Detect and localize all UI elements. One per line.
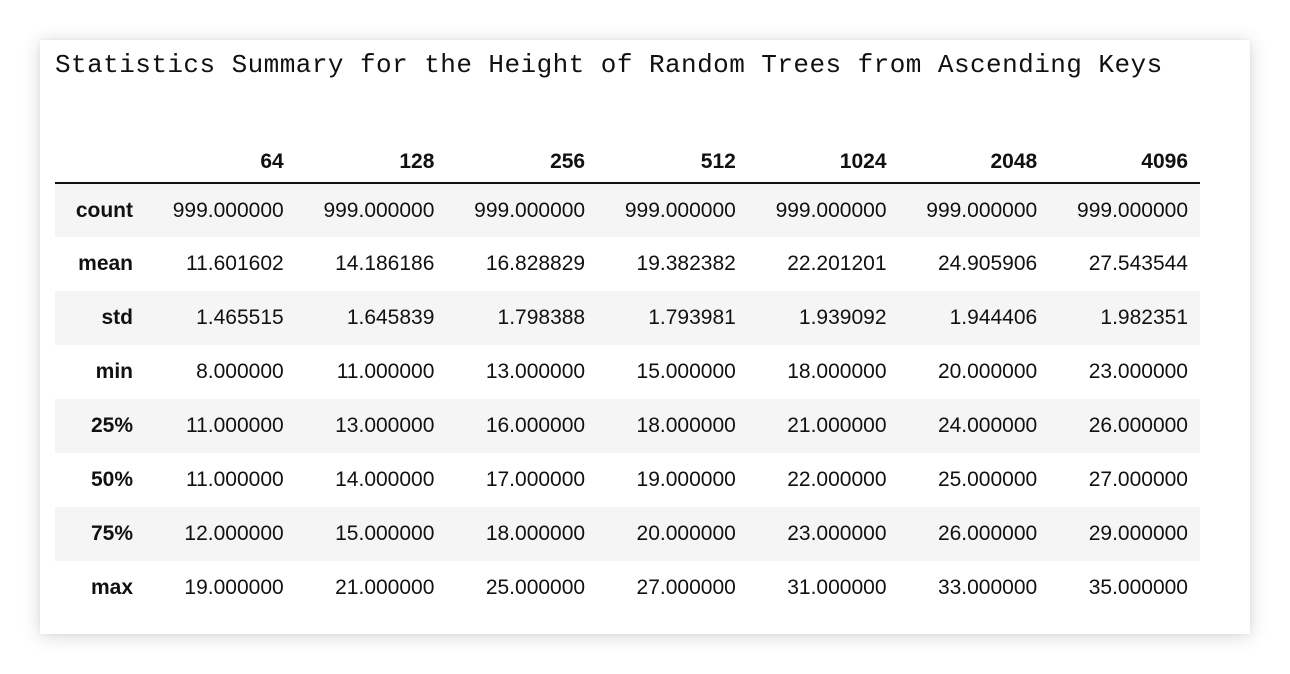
table-row: std 1.465515 1.645839 1.798388 1.793981 … xyxy=(55,291,1200,345)
table-cell: 1.465515 xyxy=(196,306,284,329)
table-cell: 1.798388 xyxy=(497,306,586,329)
table-cell: 24.000000 xyxy=(937,414,1038,437)
row-label: min xyxy=(95,360,133,383)
table-cell: 16.828829 xyxy=(485,252,586,275)
table-cell: 999.000000 xyxy=(926,198,1038,222)
table-cell: 23.000000 xyxy=(1088,360,1188,383)
table-cell: 8.000000 xyxy=(196,360,284,383)
table-cell: 18.000000 xyxy=(636,414,736,437)
column-header: 256 xyxy=(446,143,598,184)
table-cell: 18.000000 xyxy=(485,522,586,545)
table-cell: 22.201201 xyxy=(787,252,887,275)
table-cell: 11.000000 xyxy=(185,414,284,437)
table-row: 25% 11.000000 13.000000 16.000000 18.000… xyxy=(55,399,1200,453)
column-header: 64 xyxy=(145,143,296,184)
table-cell: 22.000000 xyxy=(787,468,887,491)
row-label: count xyxy=(75,198,133,222)
table-cell: 13.000000 xyxy=(335,414,435,437)
table-row: max 19.000000 21.000000 25.000000 27.000… xyxy=(55,561,1200,615)
table-cell: 12.000000 xyxy=(184,522,284,545)
row-label: std xyxy=(101,306,134,329)
column-header: 128 xyxy=(295,143,447,184)
page-title: Statistics Summary for the Height of Ran… xyxy=(55,50,1163,80)
table-cell: 21.000000 xyxy=(335,576,435,599)
table-cell: 26.000000 xyxy=(1088,414,1188,437)
table-cell: 33.000000 xyxy=(937,576,1038,599)
table-cell: 18.000000 xyxy=(787,360,887,383)
table-cell: 21.000000 xyxy=(787,414,887,437)
table-cell: 999.000000 xyxy=(775,198,887,222)
table-cell: 25.000000 xyxy=(485,576,586,599)
table-row: mean 11.601602 14.186186 16.828829 19.38… xyxy=(55,237,1200,291)
table-cell: 14.000000 xyxy=(335,468,435,491)
table-cell: 14.186186 xyxy=(335,252,435,275)
output-card: Statistics Summary for the Height of Ran… xyxy=(40,40,1250,634)
table-cell: 23.000000 xyxy=(787,522,887,545)
table-cell: 31.000000 xyxy=(787,576,887,599)
table-cell: 19.382382 xyxy=(636,252,736,275)
column-header: 4096 xyxy=(1049,143,1200,184)
column-header: 2048 xyxy=(898,143,1050,184)
table-cell: 19.000000 xyxy=(184,576,284,599)
row-label: 50% xyxy=(90,468,133,491)
table-cell: 999.000000 xyxy=(474,198,586,222)
table-cell: 999.000000 xyxy=(624,198,736,222)
table-cell: 1.982351 xyxy=(1100,306,1188,329)
table-cell: 999.000000 xyxy=(172,198,284,222)
table-cell: 999.000000 xyxy=(1077,198,1188,222)
row-label: mean xyxy=(78,252,133,275)
table-cell: 1.944406 xyxy=(949,306,1038,329)
table-cell: 25.000000 xyxy=(937,468,1038,491)
table-row: count 999.000000 999.000000 999.000000 9… xyxy=(55,183,1200,237)
table-cell: 35.000000 xyxy=(1088,576,1188,599)
statistics-table: 64 128 256 512 1024 2048 4096 count 999.… xyxy=(55,143,1200,615)
table-body: count 999.000000 999.000000 999.000000 9… xyxy=(55,183,1200,615)
table-cell: 20.000000 xyxy=(937,360,1038,383)
column-header: 512 xyxy=(597,143,748,184)
table-cell: 26.000000 xyxy=(937,522,1038,545)
table-cell: 15.000000 xyxy=(335,522,435,545)
table-cell: 16.000000 xyxy=(485,414,586,437)
header-row: 64 128 256 512 1024 2048 4096 xyxy=(55,143,1200,184)
table-row: 75% 12.000000 15.000000 18.000000 20.000… xyxy=(55,507,1200,561)
row-label: 75% xyxy=(90,522,133,545)
table-cell: 13.000000 xyxy=(485,360,586,383)
index-header xyxy=(55,143,145,184)
table-cell: 29.000000 xyxy=(1088,522,1188,545)
table-cell: 11.000000 xyxy=(185,468,284,491)
table-cell: 15.000000 xyxy=(636,360,736,383)
table-header: 64 128 256 512 1024 2048 4096 xyxy=(55,143,1200,184)
table-cell: 27.543544 xyxy=(1088,252,1188,275)
table-cell: 999.000000 xyxy=(323,198,435,222)
table-cell: 1.939092 xyxy=(798,306,887,329)
table-cell: 11.000000 xyxy=(336,360,435,383)
table-cell: 20.000000 xyxy=(636,522,736,545)
table-cell: 27.000000 xyxy=(636,576,736,599)
table-cell: 27.000000 xyxy=(1088,468,1188,491)
table-row: 50% 11.000000 14.000000 17.000000 19.000… xyxy=(55,453,1200,507)
table-row: min 8.000000 11.000000 13.000000 15.0000… xyxy=(55,345,1200,399)
table-cell: 11.601602 xyxy=(185,252,284,275)
column-header: 1024 xyxy=(747,143,899,184)
table-cell: 17.000000 xyxy=(485,468,586,491)
table-cell: 24.905906 xyxy=(937,252,1038,275)
table-cell: 19.000000 xyxy=(636,468,736,491)
table-cell: 1.793981 xyxy=(648,306,736,329)
table-cell: 1.645839 xyxy=(346,306,435,329)
row-label: 25% xyxy=(90,414,133,437)
row-label: max xyxy=(90,576,133,599)
